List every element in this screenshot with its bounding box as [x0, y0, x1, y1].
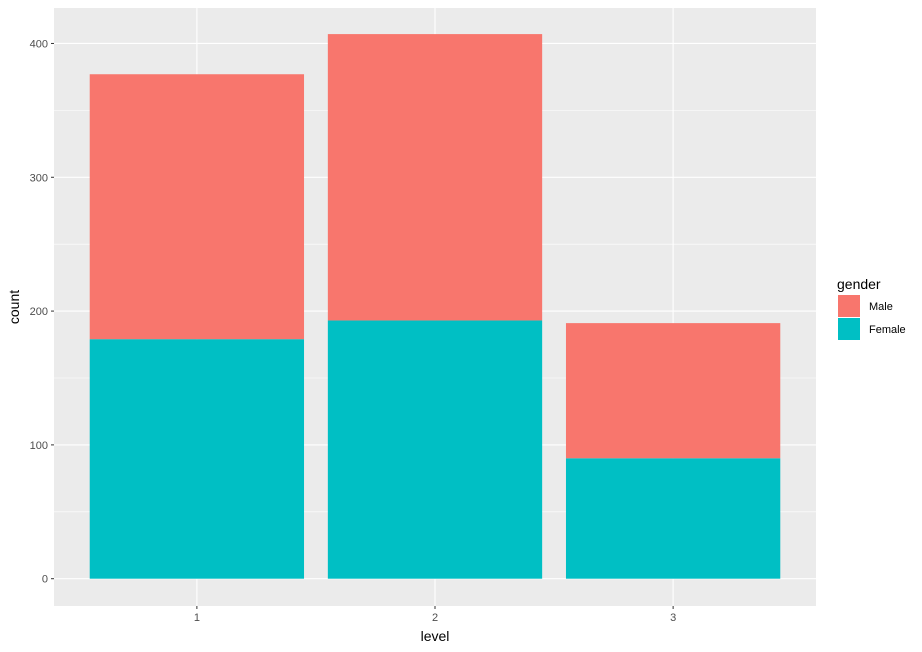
legend-title: gender [837, 276, 881, 292]
bar-male-level-1 [89, 74, 305, 340]
y-axis-title: count [6, 290, 22, 324]
x-tick-label: 2 [432, 612, 438, 624]
y-tick-label: 400 [30, 38, 48, 50]
x-tick-label: 1 [194, 612, 200, 624]
bar-female-level-2 [327, 320, 543, 579]
y-tick-label: 100 [30, 440, 48, 452]
legend-label: Female [869, 324, 906, 336]
bar-male-level-2 [327, 34, 543, 321]
legend-key-female [838, 318, 860, 340]
legend-label: Male [869, 301, 893, 313]
x-tick-label: 3 [670, 612, 676, 624]
bar-female-level-3 [565, 458, 781, 579]
y-tick-label: 200 [30, 306, 48, 318]
bar-female-level-1 [89, 339, 305, 579]
legend: gender Male Female [837, 276, 906, 340]
y-tick-label: 300 [30, 172, 48, 184]
x-axis-title: level [421, 628, 450, 644]
bar-male-level-3 [565, 323, 781, 459]
legend-key-male [838, 295, 860, 317]
y-tick-label: 0 [42, 574, 48, 586]
